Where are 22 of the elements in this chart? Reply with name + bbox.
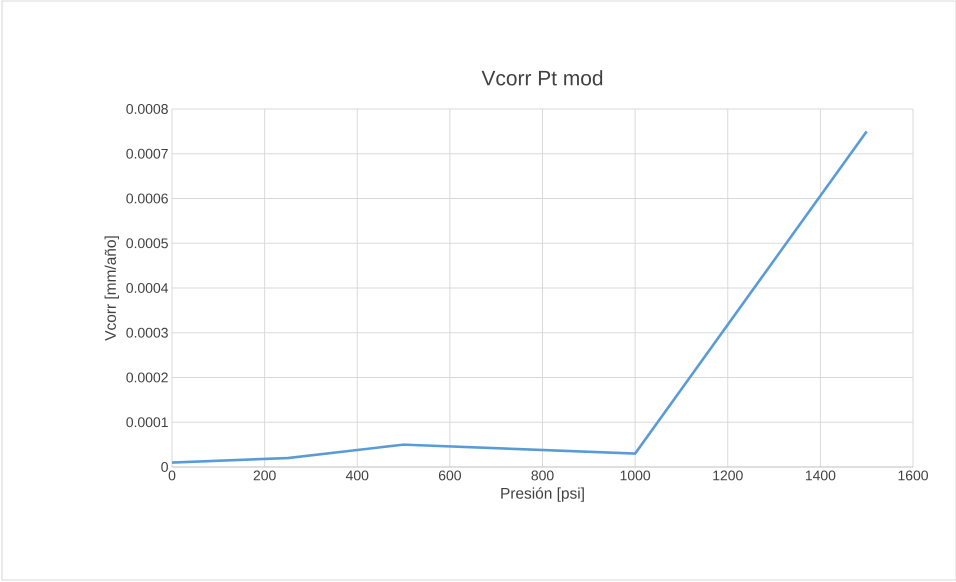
chart-title: Vcorr Pt mod (482, 70, 602, 86)
x-tick-label: 1200 (713, 470, 743, 480)
line-series (172, 130, 868, 464)
x-tick-label: 400 (346, 470, 368, 480)
y-tick-label: 0.0004 (126, 283, 168, 293)
x-tick-label: 1400 (806, 470, 836, 480)
y-tick-label: 0.0008 (126, 104, 168, 114)
x-tick-label: 200 (254, 470, 276, 480)
y-tick-label: 0.0003 (126, 328, 168, 338)
y-tick-label: 0.0006 (126, 194, 168, 204)
x-axis-title: Presión [psi] (501, 487, 584, 502)
y-tick-label: 0.0001 (126, 417, 168, 428)
y-axis-title: Vcorr [mm/año] (104, 236, 119, 341)
y-tick-label: 0.0007 (126, 148, 168, 159)
x-tick-label: 800 (531, 470, 554, 480)
x-tick-label: 0 (168, 470, 176, 480)
x-tick-label: 600 (438, 470, 461, 480)
y-tick-label: 0.0005 (126, 238, 168, 248)
y-tick-label: 0.0002 (126, 372, 168, 382)
y-tick-label: 0 (161, 462, 168, 472)
x-tick-label: 1000 (620, 470, 650, 480)
x-tick-label: 1600 (898, 470, 928, 480)
